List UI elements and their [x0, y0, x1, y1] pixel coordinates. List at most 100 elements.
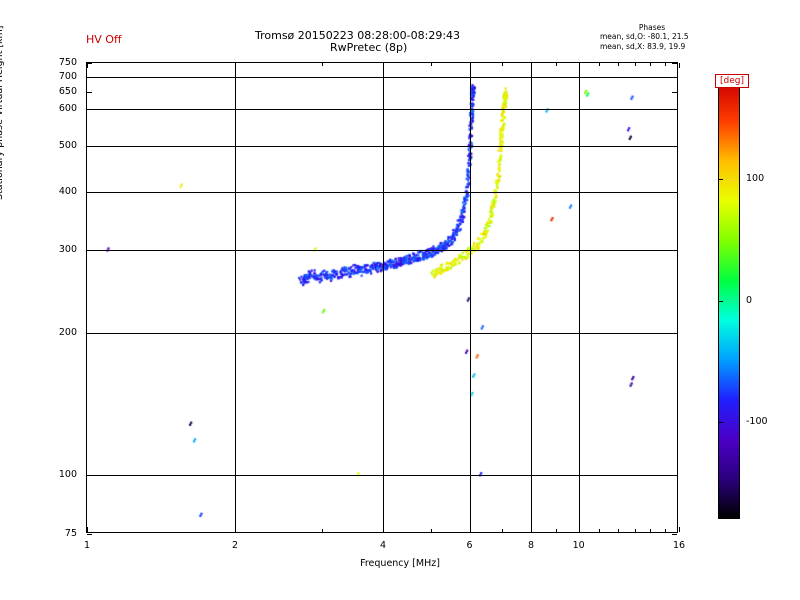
- gridline-vertical: [235, 63, 236, 532]
- y-tick: [672, 192, 677, 193]
- phases-x-line: mean, sd,X: 83.9, 19.9: [600, 41, 686, 51]
- y-tick: [87, 475, 92, 476]
- y-tick: [87, 63, 92, 64]
- x-tick-label: 8: [527, 540, 535, 551]
- page-title: Tromsø 20150223 08:28:00-08:29:43: [255, 29, 461, 42]
- x-tick: [556, 529, 557, 532]
- y-tick: [87, 333, 92, 334]
- y-tick: [87, 146, 92, 147]
- colorbar-tick-label: -100: [746, 415, 768, 427]
- colorbar-tick-label: 0: [746, 294, 753, 306]
- y-tick: [672, 63, 677, 64]
- phases-info: Phases mean, sd,O: -80.1, 21.5 mean, sd,…: [600, 23, 740, 51]
- x-tick: [235, 527, 236, 532]
- y-tick-label: 200: [58, 327, 77, 339]
- y-tick: [87, 77, 92, 78]
- y-tick: [672, 146, 677, 147]
- y-tick-label: 700: [58, 71, 77, 83]
- gridline-horizontal: [87, 250, 677, 251]
- x-tick: [635, 529, 636, 532]
- x-tick: [618, 63, 619, 66]
- y-tick-label: 750: [58, 57, 77, 68]
- x-tick: [579, 63, 580, 68]
- x-axis-title: Frequency [MHz]: [360, 558, 440, 569]
- gridline-horizontal: [87, 475, 677, 476]
- x-tick: [383, 63, 384, 68]
- gridline-vertical: [579, 63, 580, 532]
- y-tick: [87, 192, 92, 193]
- x-tick: [87, 527, 88, 532]
- colorbar-tick: [718, 422, 723, 423]
- hv-off-label: HV Off: [86, 33, 122, 46]
- x-tick: [531, 527, 532, 532]
- x-tick: [531, 63, 532, 68]
- x-tick: [679, 63, 680, 68]
- y-tick: [87, 534, 92, 535]
- y-tick: [672, 534, 677, 535]
- x-tick-label: 2: [231, 540, 239, 551]
- y-tick-label: 300: [58, 244, 77, 256]
- x-tick: [431, 63, 432, 66]
- x-tick-label: 10: [572, 540, 585, 551]
- y-tick-label: 100: [58, 469, 77, 481]
- y-tick: [672, 250, 677, 251]
- x-tick: [431, 529, 432, 532]
- gridline-vertical: [383, 63, 384, 532]
- x-tick: [635, 63, 636, 66]
- gridline-vertical: [531, 63, 532, 532]
- x-tick: [579, 527, 580, 532]
- plot-area: 75 100 200 300 400 500 600 650 700 750 1 2 4 6 8 10 16: [59, 57, 685, 551]
- phases-o-line: mean, sd,O: -80.1, 21.5: [600, 32, 689, 42]
- y-tick: [87, 109, 92, 110]
- gridline-horizontal: [87, 146, 677, 147]
- x-tick: [383, 527, 384, 532]
- gridline-vertical: [470, 63, 471, 532]
- colorbar-tick: [718, 179, 723, 180]
- y-axis-title: Stationary phase Virtual Height [km]: [0, 25, 5, 200]
- x-tick: [470, 527, 471, 532]
- y-tick-label: 500: [58, 139, 77, 151]
- colorbar-unit-label: [deg]: [715, 74, 749, 88]
- x-tick-label: 6: [466, 540, 473, 551]
- gridline-horizontal: [87, 109, 677, 110]
- x-tick: [650, 529, 651, 532]
- y-tick: [672, 77, 677, 78]
- x-tick-label: 1: [83, 540, 91, 551]
- y-tick: [672, 333, 677, 334]
- x-tick: [470, 63, 471, 68]
- y-tick: [87, 250, 92, 251]
- colorbar-gradient: [719, 83, 739, 518]
- y-tick: [672, 109, 677, 110]
- x-tick: [235, 63, 236, 68]
- x-tick: [599, 529, 600, 532]
- colorbar-tick-label: 100: [746, 173, 765, 185]
- x-tick: [556, 63, 557, 66]
- y-tick-label: 400: [58, 185, 77, 197]
- gridline-horizontal: [87, 77, 677, 78]
- x-tick: [87, 63, 88, 68]
- x-tick: [650, 63, 651, 66]
- phases-title: Phases: [638, 23, 666, 32]
- gridline-horizontal: [87, 333, 677, 334]
- page-subtitle: RwPretec (8p): [330, 41, 408, 54]
- x-tick: [618, 529, 619, 532]
- x-tick: [665, 529, 666, 532]
- x-tick: [679, 527, 680, 532]
- x-tick: [599, 63, 600, 66]
- y-tick-label: 75: [64, 528, 77, 539]
- gridline-horizontal: [87, 192, 677, 193]
- y-tick: [87, 92, 92, 93]
- y-tick: [672, 92, 677, 93]
- x-tick: [502, 63, 503, 66]
- colorbar-tick: [718, 301, 723, 302]
- y-tick-label: 600: [58, 102, 77, 114]
- x-tick: [665, 63, 666, 66]
- y-tick: [672, 475, 677, 476]
- x-tick-label: 16: [672, 540, 686, 551]
- x-tick: [322, 529, 323, 532]
- y-tick-label: 650: [58, 86, 77, 98]
- x-tick: [322, 63, 323, 66]
- x-tick-label: 4: [379, 540, 387, 551]
- x-tick: [502, 529, 503, 532]
